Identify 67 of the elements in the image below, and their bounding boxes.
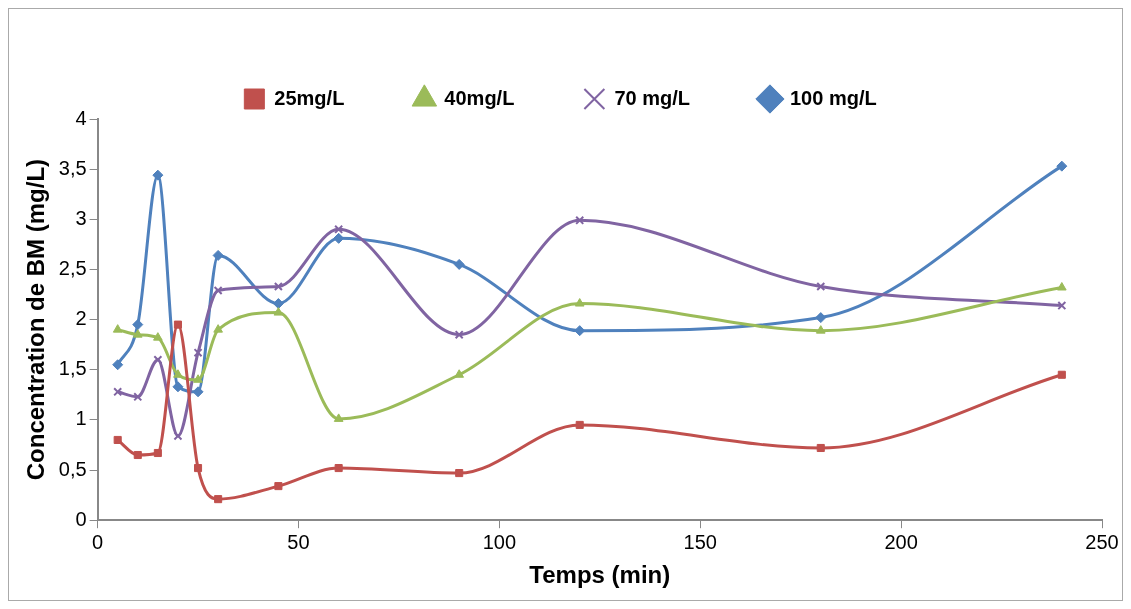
- point: [1057, 370, 1066, 379]
- legend-label: 100 mg/L: [789, 86, 877, 109]
- point: [273, 281, 283, 292]
- point: [133, 450, 142, 460]
- x-tick-label: 50: [287, 530, 310, 553]
- y-tick-label: 3,5: [58, 156, 87, 179]
- point: [333, 413, 344, 422]
- point: [212, 249, 224, 261]
- y-tick-label: 0,5: [58, 457, 87, 480]
- point: [112, 324, 123, 333]
- point: [454, 330, 464, 340]
- point: [1057, 301, 1067, 311]
- point: [213, 285, 223, 296]
- point: [172, 381, 184, 393]
- point: [816, 443, 825, 453]
- legend-label: 25mg/L: [274, 86, 345, 109]
- point: [173, 369, 183, 378]
- point: [273, 307, 284, 316]
- x-tick-label: 200: [884, 530, 918, 553]
- point: [153, 332, 163, 341]
- point: [453, 258, 465, 270]
- point: [816, 281, 826, 292]
- point: [1056, 160, 1068, 172]
- point: [132, 329, 143, 338]
- y-axis-title: Concentration de BM (mg/L): [22, 158, 50, 481]
- point: [213, 324, 223, 333]
- y-tick-label: 1,5: [58, 357, 87, 380]
- point: [1056, 282, 1067, 291]
- point: [274, 482, 283, 491]
- y-tick-label: 2: [75, 307, 87, 330]
- y-tick-label: 3: [75, 206, 87, 229]
- point: [334, 224, 344, 234]
- point: [173, 320, 182, 329]
- point: [575, 215, 585, 225]
- y-tick-label: 1: [75, 407, 87, 430]
- x-tick-label: 100: [482, 530, 517, 553]
- point: [132, 319, 144, 331]
- point: [153, 448, 162, 458]
- point: [575, 420, 584, 429]
- point: [113, 387, 123, 397]
- x-axis-title: Temps (min): [529, 561, 671, 589]
- point: [214, 495, 223, 504]
- point: [193, 374, 203, 383]
- point: [173, 431, 183, 441]
- x-tick-label: 250: [1085, 530, 1119, 553]
- point: [193, 348, 203, 358]
- point: [152, 169, 164, 181]
- point: [815, 312, 827, 324]
- point: [272, 298, 284, 310]
- y-tick-label: 4: [75, 106, 87, 129]
- point: [194, 464, 203, 473]
- y-tick-label: 0: [75, 507, 87, 530]
- point: [334, 464, 343, 473]
- point: [574, 298, 585, 307]
- point: [112, 359, 124, 371]
- point: [192, 386, 204, 398]
- point: [113, 435, 122, 444]
- point: [815, 325, 826, 334]
- x-tick-label: 150: [683, 530, 717, 553]
- point: [153, 355, 163, 365]
- point: [133, 392, 143, 402]
- x-tick-label: 0: [92, 530, 104, 553]
- point: [454, 369, 465, 378]
- legend-label: 70 mg/L: [614, 86, 690, 109]
- point: [455, 469, 464, 478]
- legend-label: 40mg/L: [444, 86, 515, 109]
- y-tick-label: 2,5: [58, 256, 87, 279]
